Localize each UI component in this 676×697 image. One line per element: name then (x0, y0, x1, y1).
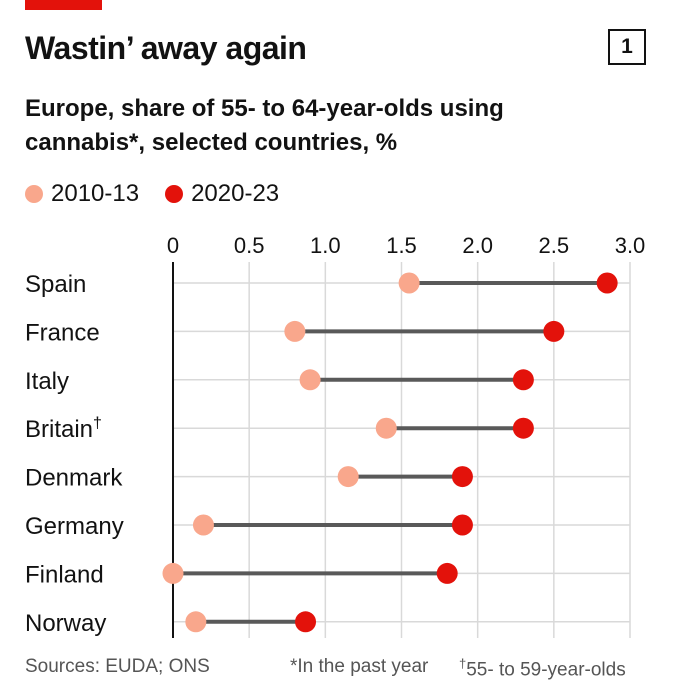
legend: 2010-13 2020-23 (25, 180, 305, 208)
legend-dot-2020 (165, 185, 184, 203)
point-2010 (162, 562, 184, 584)
point-2020 (512, 417, 534, 439)
footnote-dagger: †55- to 59-year-olds (459, 656, 626, 681)
sources-note: Sources: EUDA; ONS (25, 656, 210, 677)
x-tick-label: 1.0 (310, 233, 341, 258)
point-2020 (436, 562, 458, 584)
footnote-dagger-mark: † (459, 656, 467, 671)
country-label: Germany (25, 513, 124, 540)
country-label: Spain (25, 271, 86, 298)
x-tick-label: 0.5 (234, 233, 265, 258)
legend-label-2010: 2010-13 (51, 180, 140, 207)
country-label: Finland (25, 561, 104, 588)
point-2020 (543, 320, 565, 342)
point-2010 (398, 272, 420, 294)
country-label: Italy (25, 368, 69, 395)
x-tick-label: 2.0 (462, 233, 493, 258)
x-tick-label: 2.5 (539, 233, 570, 258)
point-2010 (375, 417, 397, 439)
x-tick-label: 3.0 (615, 233, 646, 258)
legend-dot-2010 (25, 185, 43, 203)
point-2010 (192, 514, 214, 536)
x-tick-label: 1.5 (386, 233, 417, 258)
point-2010 (284, 320, 306, 342)
footnote-dagger-text: 55- to 59-year-olds (466, 659, 626, 681)
x-tick-label: 0 (167, 233, 179, 258)
footnote-asterisk: *In the past year (290, 656, 429, 677)
legend-item-2010: 2010-13 (25, 180, 139, 208)
country-label: Norway (25, 610, 106, 637)
chart-subtitle: Europe, share of 55- to 64-year-olds usi… (25, 95, 504, 156)
point-2010 (299, 369, 321, 391)
point-2020 (295, 611, 317, 633)
brand-accent-bar (25, 0, 102, 10)
country-label: Denmark (25, 465, 123, 492)
legend-label-2020: 2020-23 (191, 180, 280, 207)
point-2010 (337, 466, 359, 488)
point-2020 (512, 369, 534, 391)
chart-number-badge: 1 (608, 29, 646, 65)
country-footnote-mark: † (93, 415, 102, 432)
point-2010 (185, 611, 207, 633)
chart-title: Wastin’ away again (25, 30, 307, 66)
legend-item-2020: 2020-23 (165, 180, 279, 208)
country-label: France (25, 319, 100, 346)
point-2020 (451, 514, 473, 536)
country-label: Britain† (25, 415, 102, 443)
point-2020 (451, 466, 473, 488)
point-2020 (596, 272, 618, 294)
